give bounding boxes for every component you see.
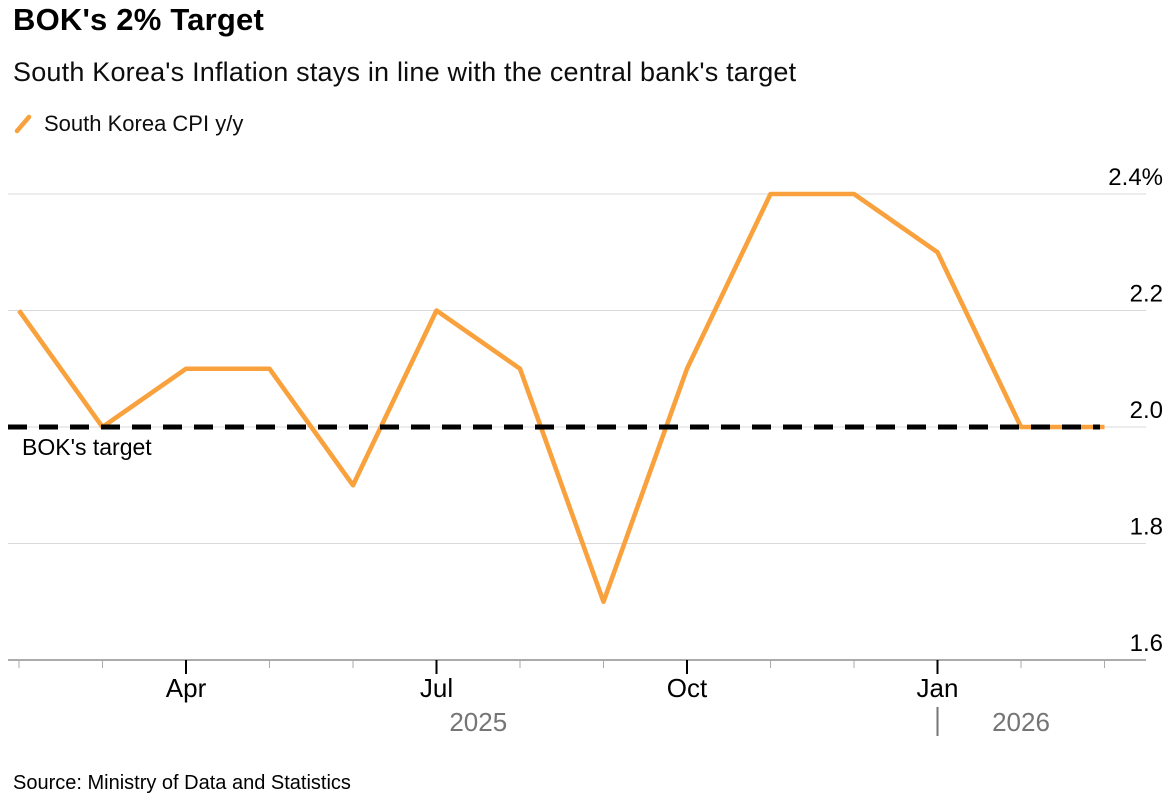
y-axis-label: 1.6 <box>1130 630 1163 657</box>
y-axis-label: 2.4% <box>1108 164 1163 191</box>
year-label: 2025 <box>449 707 507 737</box>
legend-label: South Korea CPI y/y <box>44 111 244 136</box>
year-label: 2026 <box>992 707 1050 737</box>
legend: South Korea CPI y/y <box>13 111 243 137</box>
line-chart: Apr Jul Oct Jan 2025 2026 2.4% 2.2 2.0 1.8 1.6 BOK'… <box>0 158 1173 763</box>
chart-subtitle: South Korea's Inflation stays in line wi… <box>13 57 797 87</box>
x-tick-label: Oct <box>667 673 708 703</box>
x-tick-label: Apr <box>166 673 207 703</box>
cpi-line <box>17 191 1105 605</box>
source-note: Source: Ministry of Data and Statistics <box>13 772 351 794</box>
x-tick-label: Jul <box>420 673 453 703</box>
y-axis-label: 2.2 <box>1130 281 1163 308</box>
y-axis-label: 2.0 <box>1130 397 1163 424</box>
target-line-label: BOK's target <box>22 434 152 460</box>
x-tick-label: Jan <box>917 673 959 703</box>
cpi-line-chart: Apr Jul Oct Jan 2025 2026 2.4% 2.2 2.0 1.8 1.6 BOK'… <box>8 164 1163 737</box>
legend-line-icon <box>14 114 32 134</box>
page-title: BOK's 2% Target <box>13 2 264 37</box>
y-axis-label: 1.8 <box>1130 514 1163 541</box>
